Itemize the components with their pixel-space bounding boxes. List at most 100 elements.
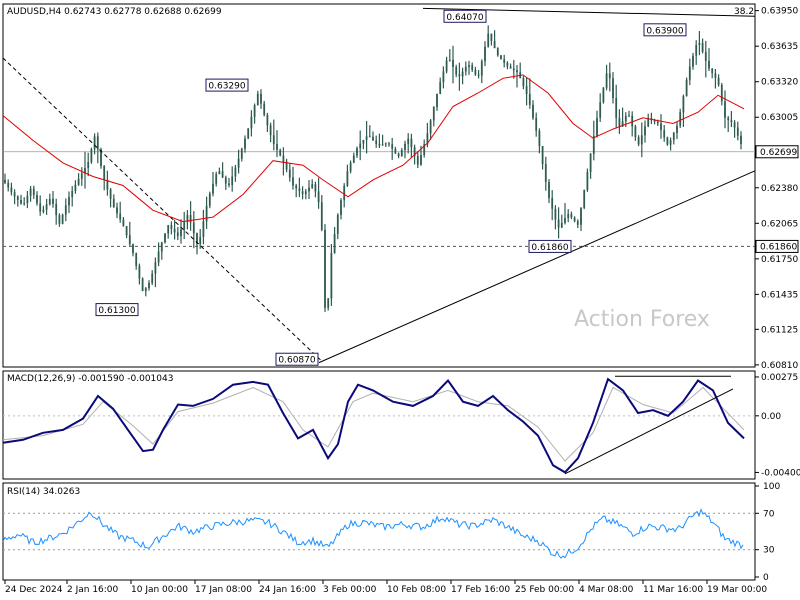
candle-body	[279, 149, 282, 156]
candle-body	[324, 229, 326, 308]
candle-body	[586, 171, 589, 191]
candle-body	[112, 198, 115, 208]
x-axis-tick-label: 17 Jan 08:00	[195, 585, 252, 595]
candle-body	[80, 173, 83, 179]
candle-body	[256, 93, 259, 106]
x-axis-tick-label: 3 Feb 00:00	[323, 585, 377, 595]
symbol-header: AUDUSD,H4 0.62743 0.62778 0.62688 0.6269…	[7, 7, 222, 17]
candle-body	[394, 148, 397, 154]
candle-body	[471, 65, 474, 70]
candle-body	[301, 191, 304, 195]
candle-body	[413, 147, 416, 156]
macd-axis-tick-label: 0.00	[761, 412, 781, 422]
price-axis-tick-label: 0.61435	[761, 290, 798, 300]
candle-body	[653, 119, 656, 122]
price-label-box	[95, 303, 139, 317]
candle-body	[224, 177, 227, 184]
candle-body	[477, 74, 480, 76]
price-axis-tick-label: 0.60810	[761, 361, 798, 371]
candle-body	[631, 115, 634, 127]
price-trendline-1	[318, 170, 756, 364]
candle-body	[448, 59, 451, 61]
candle-body	[330, 253, 333, 299]
candle-body	[730, 120, 733, 123]
candle-body	[640, 135, 643, 145]
candle-body	[391, 144, 394, 149]
candle-body	[218, 171, 221, 175]
candle-body	[215, 174, 218, 184]
candle-body	[544, 164, 547, 183]
candle-body	[282, 155, 285, 162]
candle-body	[445, 60, 448, 72]
candle-body	[138, 265, 141, 279]
candle-body	[250, 116, 253, 129]
candle-body	[292, 177, 294, 186]
candle-body	[487, 33, 490, 47]
candle-body	[231, 176, 234, 186]
candle-body	[135, 253, 138, 266]
candle-body	[688, 66, 691, 80]
candle-body	[573, 217, 576, 222]
candle-body	[87, 162, 90, 169]
price-label: 0.61860	[531, 243, 568, 253]
candle-body	[698, 42, 701, 45]
candle-body	[583, 190, 586, 209]
candle-body	[468, 65, 470, 67]
candle-body	[157, 251, 160, 263]
candle-body	[455, 67, 458, 75]
candle-body	[295, 185, 298, 189]
candle-body	[628, 115, 630, 117]
candle-body	[724, 101, 726, 118]
macd-signal-line	[2, 386, 745, 462]
candle-body	[45, 204, 48, 210]
x-axis-tick-label: 17 Feb 16:00	[451, 585, 510, 595]
candle-body	[660, 123, 662, 131]
candle-body	[400, 150, 403, 157]
candle-body	[381, 144, 384, 146]
candle-body	[666, 137, 669, 145]
price-axis-tick-label: 0.63005	[761, 113, 798, 123]
price-label: 0.63900	[646, 26, 683, 36]
candle-body	[708, 60, 710, 69]
candle-body	[548, 182, 550, 198]
candle-body	[16, 196, 19, 200]
candle-body	[42, 209, 45, 212]
candle-body	[420, 155, 422, 165]
candle-body	[512, 68, 515, 71]
candle-body	[365, 136, 368, 140]
support-level-tag	[755, 239, 799, 253]
price-axis-tick-label: 0.62380	[761, 184, 798, 194]
candle-body	[205, 205, 208, 222]
candle-body	[77, 178, 80, 185]
candle-body	[349, 162, 352, 172]
candle-body	[496, 48, 499, 56]
candle-body	[452, 59, 454, 68]
candle-body	[100, 149, 102, 167]
candle-body	[29, 188, 32, 196]
candle-body	[663, 130, 666, 138]
candle-body	[125, 226, 128, 236]
candle-body	[26, 195, 29, 204]
candle-body	[695, 44, 698, 56]
candle-body	[39, 203, 42, 212]
candle-body	[237, 158, 240, 168]
candle-body	[714, 73, 717, 78]
candle-body	[170, 225, 173, 229]
candle-body	[592, 135, 595, 154]
candle-body	[557, 219, 560, 228]
candle-body	[509, 66, 512, 69]
candle-body	[61, 214, 64, 224]
candle-body	[285, 161, 288, 170]
candle-body	[116, 207, 118, 214]
candle-body	[208, 193, 211, 206]
x-axis-tick-label: 25 Feb 00:00	[515, 585, 574, 595]
candle-body	[151, 273, 154, 284]
candle-body	[442, 71, 445, 83]
price-label-box	[528, 239, 572, 253]
candle-body	[180, 229, 182, 237]
candle-body	[52, 198, 54, 204]
candle-body	[106, 179, 109, 190]
candle-body	[416, 155, 419, 165]
x-axis-tick-label: 10 Feb 08:00	[387, 585, 446, 595]
